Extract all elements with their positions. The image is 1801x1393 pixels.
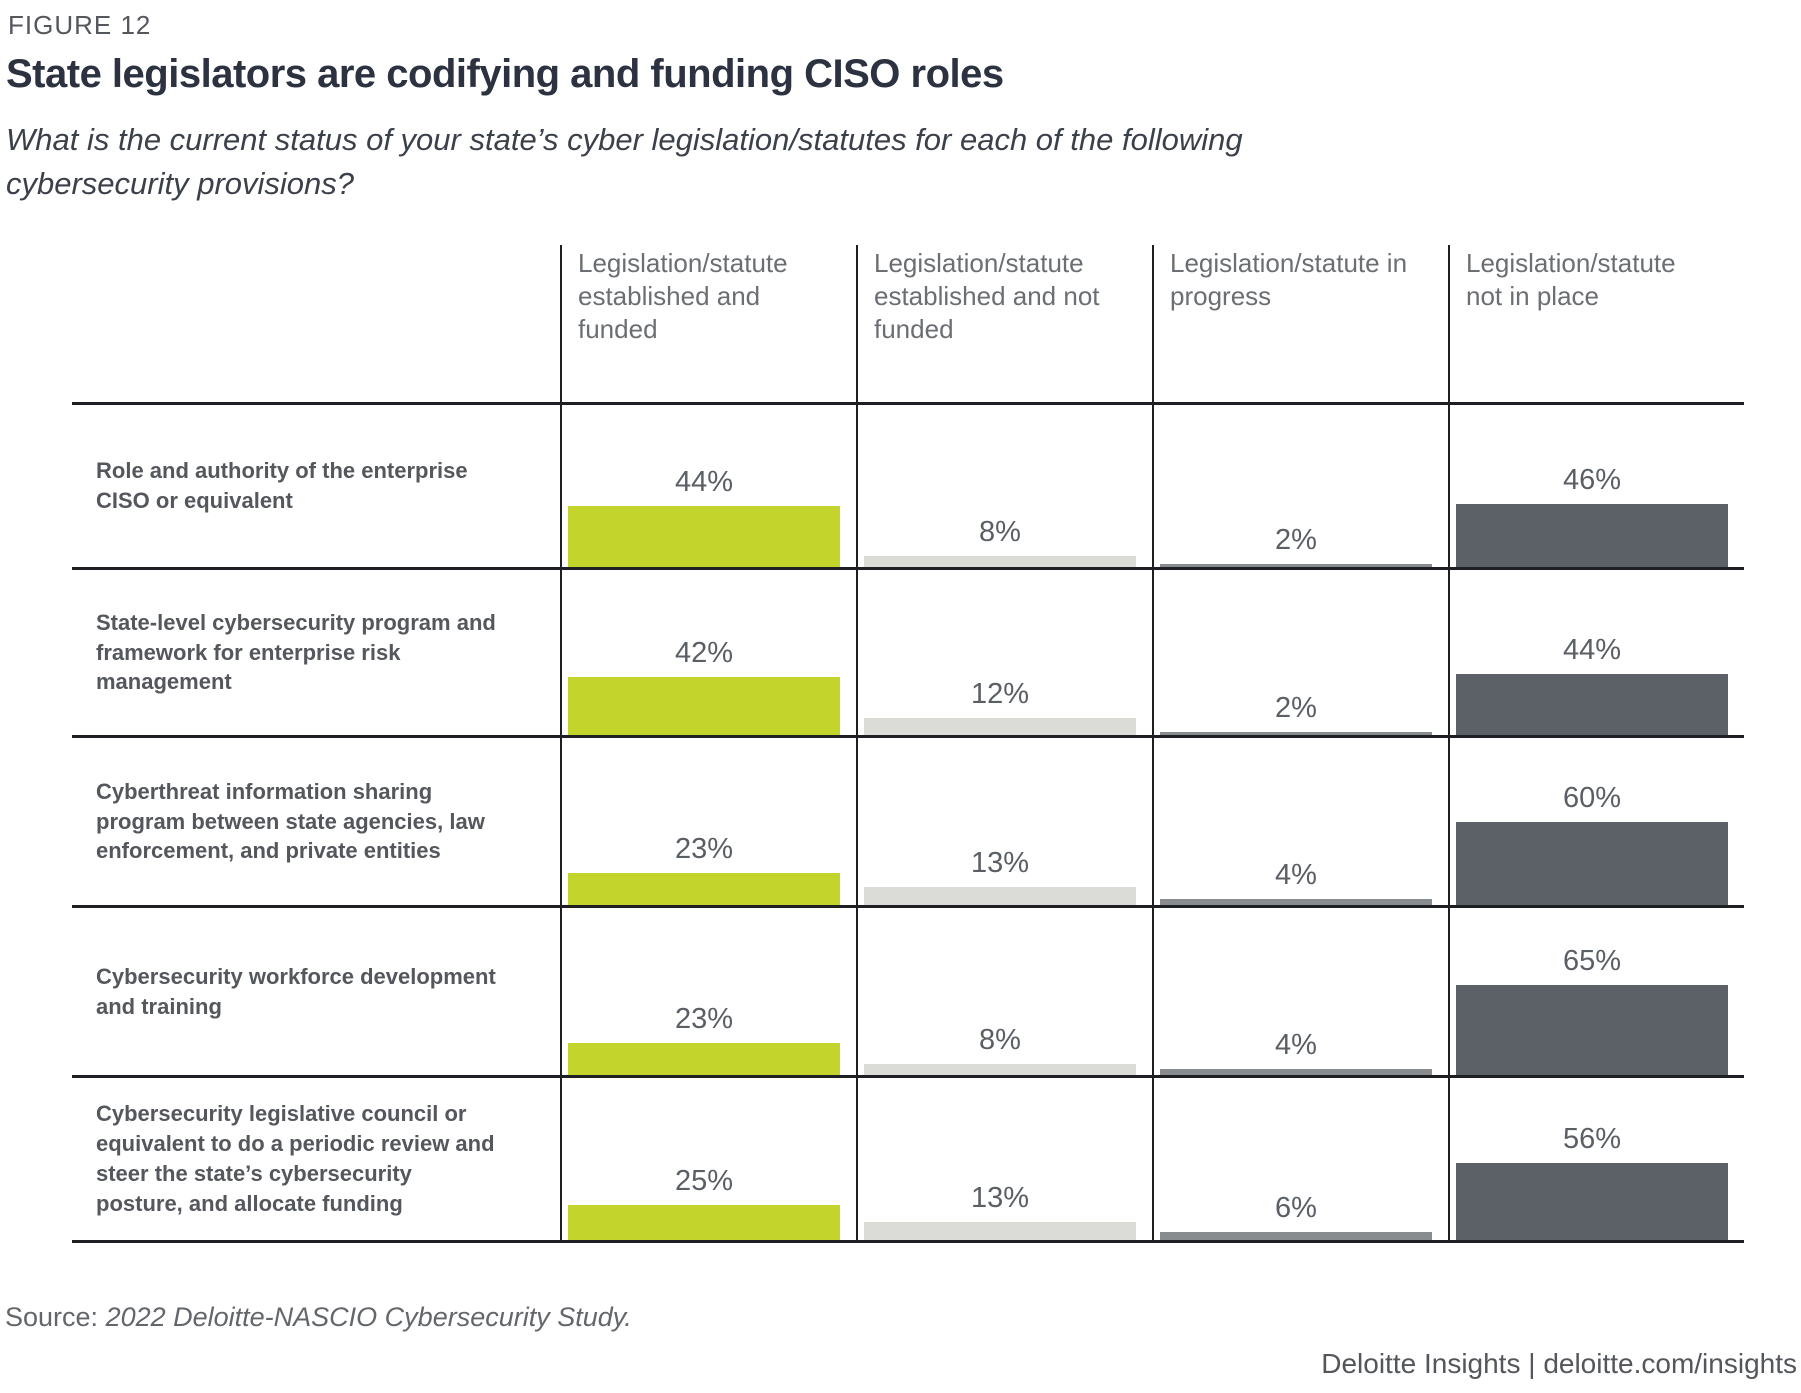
bar [568,677,840,735]
column-header-row: Legislation/statute established and fund… [72,245,1744,402]
bar-cell: 4% [1152,738,1448,905]
bar-cell: 44% [560,405,856,567]
bar-value-label: 8% [979,516,1021,548]
row-label: Cybersecurity workforce development and … [96,963,496,1019]
bar-value-label: 46% [1562,464,1622,496]
bar-cell: 60% [1448,738,1744,905]
bar [1160,1232,1432,1240]
bar-cell: 46% [1448,405,1744,567]
bar-cell: 2% [1152,405,1448,567]
bar [1160,564,1432,567]
bar-cell: 6% [1152,1078,1448,1240]
bar [864,718,1136,735]
table-row: Role and authority of the enterprise CIS… [72,402,1744,567]
bar-value-label: 25% [674,1165,734,1197]
bar [1160,1069,1432,1075]
bar-value-label: 8% [979,1024,1021,1056]
bar [1456,504,1728,567]
chart-subtitle-question: What is the current status of your state… [6,122,1243,202]
row-label: Cyberthreat information sharing program … [96,778,485,864]
bar-value-label: 13% [970,1182,1030,1214]
bar [1456,674,1728,735]
source-prefix: Source: [5,1302,106,1332]
bar [864,1222,1136,1240]
figure-label: FIGURE 12 [8,10,152,40]
footer-separator: | [1520,1348,1544,1379]
bar-cell: 12% [856,570,1152,735]
chart-grid: Legislation/statute established and fund… [72,245,1744,1243]
source-text: 2022 Deloitte-NASCIO Cybersecurity Study… [105,1302,632,1332]
bar-value-label: 44% [1562,634,1622,666]
table-row: Cyberthreat information sharing program … [72,735,1744,905]
bar-value-label: 6% [1275,1192,1317,1224]
bar [1456,1163,1728,1240]
footer-brand: Deloitte Insights [1321,1348,1521,1379]
bar [864,1064,1136,1075]
bar-value-label: 4% [1275,1029,1317,1061]
bar-value-label: 56% [1562,1123,1622,1155]
bar-value-label: 42% [674,637,734,669]
bar-value-label: 65% [1562,945,1622,977]
bar-cell: 23% [560,908,856,1075]
bar-cell: 4% [1152,908,1448,1075]
column-header-2: Legislation/statute established and not … [856,245,1152,402]
bar [1456,822,1728,905]
bar-cell: 8% [856,908,1152,1075]
bar-cell: 13% [856,738,1152,905]
bar [568,1205,840,1240]
source-line: Source: 2022 Deloitte-NASCIO Cybersecuri… [5,1302,632,1333]
footer-url: deloitte.com/insights [1543,1348,1797,1379]
bar-cell: 44% [1448,570,1744,735]
bar-cell: 56% [1448,1078,1744,1240]
bar-value-label: 44% [674,466,734,498]
bar-value-label: 60% [1562,782,1622,814]
bar-cell: 13% [856,1078,1152,1240]
bar [864,556,1136,567]
footer: Deloitte Insights | deloitte.com/insight… [1321,1348,1797,1380]
bar-value-label: 12% [970,678,1030,710]
bar-cell: 2% [1152,570,1448,735]
row-label: Role and authority of the enterprise CIS… [96,458,468,513]
column-header-4: Legislation/statute not in place [1448,245,1744,402]
row-label-column-spacer [72,245,560,402]
table-row: Cybersecurity legislative council or equ… [72,1075,1744,1243]
bar-cell: 25% [560,1078,856,1240]
column-header-1: Legislation/statute established and fund… [560,245,856,402]
bar-value-label: 23% [674,833,734,865]
bar [1456,985,1728,1075]
bar-value-label: 2% [1275,692,1317,724]
bar-cell: 23% [560,738,856,905]
bar [568,1043,840,1075]
table-row: State-level cybersecurity program and fr… [72,567,1744,735]
bar-cell: 65% [1448,908,1744,1075]
bar-value-label: 4% [1275,859,1317,891]
column-header-3: Legislation/statute in progress [1152,245,1448,402]
bar [568,873,840,905]
table-row: Cybersecurity workforce development and … [72,905,1744,1075]
bar [568,506,840,567]
row-label: State-level cybersecurity program and fr… [96,609,496,695]
bar-cell: 42% [560,570,856,735]
bar [1160,732,1432,735]
bar [864,887,1136,905]
bar-cell: 8% [856,405,1152,567]
bar-value-label: 13% [970,847,1030,879]
page-title: State legislators are codifying and fund… [6,52,1004,96]
bar [1160,899,1432,905]
bar-value-label: 2% [1275,524,1317,556]
bar-value-label: 23% [674,1003,734,1035]
row-label: Cybersecurity legislative council or equ… [96,1101,495,1216]
